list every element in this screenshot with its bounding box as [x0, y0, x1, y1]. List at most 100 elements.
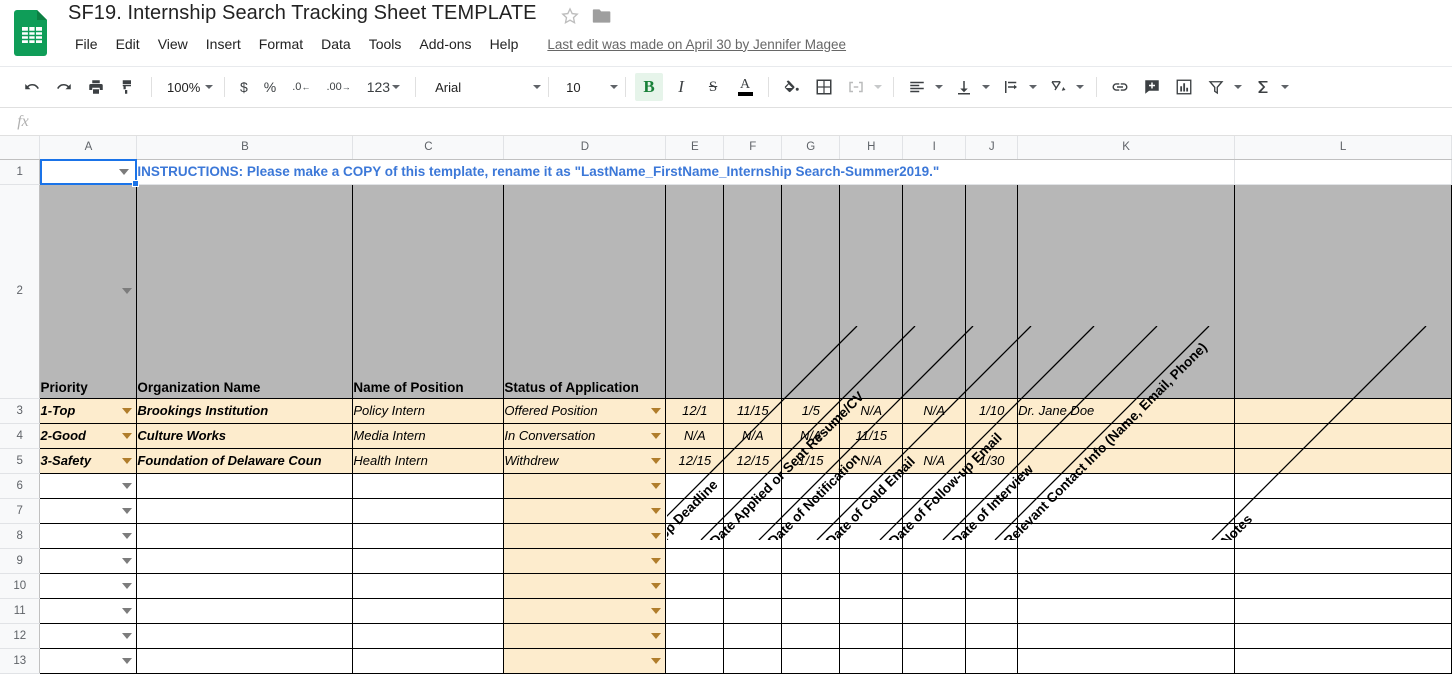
- cell-i4-date-followup[interactable]: [902, 423, 967, 449]
- cell-a4-priority[interactable]: 2-Good: [39, 423, 138, 449]
- cell-e10[interactable]: [665, 573, 725, 599]
- row-header-10[interactable]: 10: [0, 573, 41, 599]
- cell-c5-position[interactable]: Health Intern: [352, 448, 505, 474]
- menu-item-help[interactable]: Help: [489, 36, 519, 52]
- functions-chevron-down-icon[interactable]: [1281, 85, 1290, 89]
- cell-i6[interactable]: [902, 473, 967, 499]
- cell-l2-notes-header[interactable]: [1234, 184, 1452, 399]
- cell-d12[interactable]: [503, 623, 667, 649]
- priority-dropdown-icon[interactable]: [122, 657, 133, 664]
- more-formats-button[interactable]: 123: [359, 73, 408, 101]
- column-header-e[interactable]: E: [665, 136, 725, 160]
- cell-e3-app-deadline[interactable]: 12/1: [665, 398, 725, 424]
- column-header-l[interactable]: L: [1234, 136, 1452, 160]
- row-header-8[interactable]: 8: [0, 523, 41, 549]
- column-header-d[interactable]: D: [503, 136, 667, 160]
- fill-color-icon[interactable]: [778, 73, 806, 101]
- cell-k5-contact-info[interactable]: [1017, 448, 1236, 474]
- cell-j11[interactable]: [965, 598, 1019, 624]
- cell-c2-position-header[interactable]: Name of Position: [352, 184, 505, 399]
- cell-e6[interactable]: [665, 473, 725, 499]
- priority-dropdown-icon[interactable]: [122, 457, 133, 464]
- status-dropdown-icon[interactable]: [651, 407, 662, 414]
- cell-f9[interactable]: [723, 548, 783, 574]
- cell-b4-organization[interactable]: Culture Works: [136, 423, 354, 449]
- cell-i12[interactable]: [902, 623, 967, 649]
- format-currency-button[interactable]: $: [240, 79, 248, 95]
- cell-d7[interactable]: [503, 498, 667, 524]
- cell-g9[interactable]: [781, 548, 841, 574]
- cell-e13[interactable]: [665, 648, 725, 674]
- cell-l6[interactable]: [1234, 473, 1452, 499]
- cell-e9[interactable]: [665, 548, 725, 574]
- chevron-down-icon[interactable]: [392, 85, 401, 89]
- priority-dropdown-icon[interactable]: [122, 407, 133, 414]
- cell-k4-contact-info[interactable]: [1017, 423, 1236, 449]
- insert-link-icon[interactable]: [1106, 73, 1134, 101]
- cell-b13[interactable]: [136, 648, 354, 674]
- rotation-chevron-down-icon[interactable]: [1076, 85, 1085, 89]
- row-header-1[interactable]: 1: [0, 159, 41, 185]
- cell-f2-date-applied-header[interactable]: [723, 184, 783, 399]
- cell-i5-date-followup[interactable]: N/A: [902, 448, 967, 474]
- row-header-4[interactable]: 4: [0, 423, 41, 449]
- cell-g10[interactable]: [781, 573, 841, 599]
- cell-b11[interactable]: [136, 598, 354, 624]
- cell-h7[interactable]: [839, 498, 904, 524]
- format-percent-button[interactable]: %: [263, 79, 277, 95]
- cell-a11[interactable]: [39, 598, 138, 624]
- cell-k7[interactable]: [1017, 498, 1236, 524]
- cell-b7[interactable]: [136, 498, 354, 524]
- cell-l3-notes[interactable]: [1234, 398, 1452, 424]
- cell-i7[interactable]: [902, 498, 967, 524]
- row-header-13[interactable]: 13: [0, 648, 41, 674]
- document-title[interactable]: SF19. Internship Search Tracking Sheet T…: [68, 2, 537, 24]
- cell-k10[interactable]: [1017, 573, 1236, 599]
- last-edit-link[interactable]: Last edit was made on April 30 by Jennif…: [547, 36, 847, 52]
- menu-item-insert[interactable]: Insert: [205, 36, 241, 52]
- cell-g12[interactable]: [781, 623, 841, 649]
- cell-l5-notes[interactable]: [1234, 448, 1452, 474]
- status-dropdown-icon[interactable]: [651, 457, 662, 464]
- column-header-h[interactable]: H: [839, 136, 904, 160]
- cell-b6[interactable]: [136, 473, 354, 499]
- priority-dropdown-icon[interactable]: [122, 632, 133, 639]
- cell-c10[interactable]: [352, 573, 505, 599]
- column-header-a[interactable]: A: [39, 136, 138, 160]
- column-header-k[interactable]: K: [1017, 136, 1236, 160]
- vertical-align-icon[interactable]: [950, 73, 978, 101]
- cell-f3-date-applied[interactable]: 11/15: [723, 398, 783, 424]
- cell-c4-position[interactable]: Media Intern: [352, 423, 505, 449]
- cell-h12[interactable]: [839, 623, 904, 649]
- cell-l7[interactable]: [1234, 498, 1452, 524]
- cell-e4-app-deadline[interactable]: N/A: [665, 423, 725, 449]
- cell-c6[interactable]: [352, 473, 505, 499]
- redo-icon[interactable]: [50, 73, 78, 101]
- status-dropdown-icon[interactable]: [651, 607, 662, 614]
- cell-g6[interactable]: [781, 473, 841, 499]
- cell-b12[interactable]: [136, 623, 354, 649]
- cell-l11[interactable]: [1234, 598, 1452, 624]
- strikethrough-button[interactable]: S: [708, 78, 718, 95]
- row-header-11[interactable]: 11: [0, 598, 41, 624]
- star-icon[interactable]: [560, 6, 580, 26]
- paint-format-icon[interactable]: [114, 73, 142, 101]
- cell-l9[interactable]: [1234, 548, 1452, 574]
- priority-dropdown-icon[interactable]: [122, 482, 133, 489]
- priority-dropdown-icon[interactable]: [122, 582, 133, 589]
- cell-a6[interactable]: [39, 473, 138, 499]
- status-dropdown-icon[interactable]: [651, 632, 662, 639]
- cell-b8[interactable]: [136, 523, 354, 549]
- cell-b10[interactable]: [136, 573, 354, 599]
- cell-c9[interactable]: [352, 548, 505, 574]
- cell-e12[interactable]: [665, 623, 725, 649]
- cell-h13[interactable]: [839, 648, 904, 674]
- cell-i9[interactable]: [902, 548, 967, 574]
- cell-i2-date-followup-header[interactable]: [902, 184, 967, 399]
- cell-f13[interactable]: [723, 648, 783, 674]
- cell-h11[interactable]: [839, 598, 904, 624]
- filter-icon[interactable]: [1202, 73, 1230, 101]
- cell-f8[interactable]: [723, 523, 783, 549]
- status-dropdown-icon[interactable]: [651, 507, 662, 514]
- cell-d3-status[interactable]: Offered Position: [503, 398, 667, 424]
